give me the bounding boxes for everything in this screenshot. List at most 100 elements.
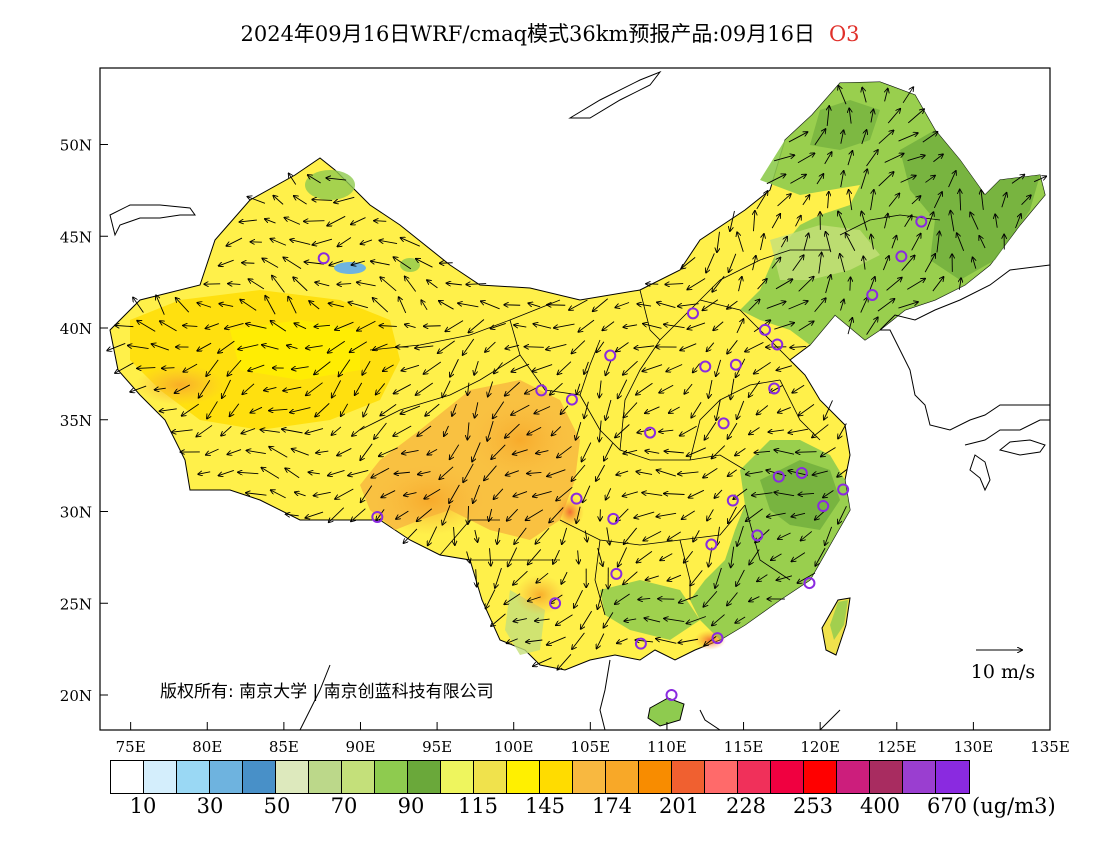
wind-arrow <box>678 472 699 474</box>
wind-arrow <box>417 508 433 521</box>
wind-arrow <box>533 324 552 329</box>
wind-arrow <box>798 493 815 494</box>
wind-arrow <box>352 425 365 436</box>
wind-arrow <box>269 409 288 410</box>
wind-arrow <box>481 301 500 310</box>
wind-arrow <box>788 428 809 433</box>
wind-arrow <box>428 526 438 546</box>
wind-arrow <box>445 320 464 332</box>
wind-arrow <box>737 525 744 546</box>
lon-tick-label: 135E <box>1030 738 1070 756</box>
wind-arrow <box>380 326 397 327</box>
longitude-axis: 75E 80E 85E 90E 95E 100E 105E 110E 115E 120E 125E 1… <box>116 722 1070 756</box>
wind-arrow <box>771 214 780 229</box>
city-marker <box>604 349 617 362</box>
wind-arrow <box>262 258 279 268</box>
wind-arrow <box>528 549 542 564</box>
wind-arrow <box>888 194 899 207</box>
wind-arrow <box>553 549 560 564</box>
wind-arrow <box>536 451 549 454</box>
wind-arrow <box>792 384 805 393</box>
wind-arrow <box>904 215 912 227</box>
wind-arrow <box>712 275 725 292</box>
wind-arrow <box>183 326 198 327</box>
wind-arrow <box>335 321 354 330</box>
wind-arrow <box>597 341 605 353</box>
wind-arrow <box>283 257 302 269</box>
wind-arrow <box>160 321 177 332</box>
wind-arrow <box>791 512 806 516</box>
wind-arrow <box>950 211 955 232</box>
wind-arrow <box>887 109 900 124</box>
wind-arrow <box>766 302 786 309</box>
wind-arrow <box>660 553 673 561</box>
wind-arrow <box>616 470 629 475</box>
wind-arrow <box>473 484 481 503</box>
wind-arrow <box>615 302 630 308</box>
wind-arrow <box>328 470 345 475</box>
copyright-text: 版权所有: 南京大学 | 南京创蓝科技有限公司 <box>160 682 494 702</box>
wind-arrow <box>452 403 457 416</box>
wind-arrow <box>405 276 417 292</box>
wind-arrow <box>746 508 763 521</box>
wind-arrow <box>115 325 134 326</box>
wind-arrow <box>316 451 329 453</box>
wind-arrow <box>393 257 412 270</box>
wind-arrow <box>816 174 823 185</box>
wind-arrow <box>381 490 396 498</box>
wind-arrow <box>973 257 976 269</box>
wind-arrow <box>246 493 267 495</box>
wind-arrow <box>680 425 697 435</box>
wind-arrow <box>495 567 502 588</box>
colorbar-label: 400 <box>859 794 901 818</box>
wind-arrow <box>738 277 742 292</box>
city-marker <box>699 360 712 373</box>
lat-tick-label: 35N <box>60 412 92 430</box>
wind-arrow <box>361 485 373 503</box>
wind-arrow <box>304 221 325 222</box>
wind-arrow <box>581 610 593 629</box>
wind-arrow <box>282 429 303 434</box>
wind-arrow <box>736 569 745 586</box>
wind-arrow <box>819 253 822 274</box>
wind-arrow <box>618 547 628 566</box>
wind-arrow <box>533 491 552 496</box>
wind-arrow <box>294 323 307 330</box>
wind-arrow <box>230 403 240 417</box>
wind-arrow <box>401 364 420 370</box>
wind-arrow <box>337 448 352 455</box>
wind-arrow <box>402 449 419 453</box>
wind-arrow <box>752 256 756 271</box>
wind-arrow <box>329 260 344 266</box>
city-marker <box>795 466 808 479</box>
wind-arrow <box>337 237 352 247</box>
wind-arrow <box>657 470 676 477</box>
wind-arrow <box>862 88 867 103</box>
city-marker <box>317 252 330 265</box>
city-marker <box>607 512 620 525</box>
wind-arrow <box>623 571 638 585</box>
wind-arrow <box>643 324 662 329</box>
wind-arrow <box>624 527 638 544</box>
wind-arrow <box>490 548 491 565</box>
wind-arrow <box>442 380 451 398</box>
wind-arrow <box>623 491 638 496</box>
wind-arrow <box>788 301 808 310</box>
colorbar-swatch <box>507 761 540 793</box>
wind-arrow <box>183 363 198 372</box>
wind-arrow <box>901 255 915 271</box>
city-marker <box>837 483 850 496</box>
wind-arrow <box>261 468 280 479</box>
wind-arrow <box>911 196 921 205</box>
wind-arrow <box>798 321 814 332</box>
city-marker <box>895 250 908 263</box>
wind-arrow <box>487 420 494 441</box>
wind-arrow <box>749 380 761 397</box>
wind-arrow <box>295 492 306 497</box>
wind-arrow <box>693 530 700 541</box>
wind-arrow <box>418 472 431 475</box>
wind-arrow <box>617 638 628 644</box>
map-area <box>107 70 1050 730</box>
wind-arrow <box>287 345 298 348</box>
city-marker <box>729 358 742 371</box>
